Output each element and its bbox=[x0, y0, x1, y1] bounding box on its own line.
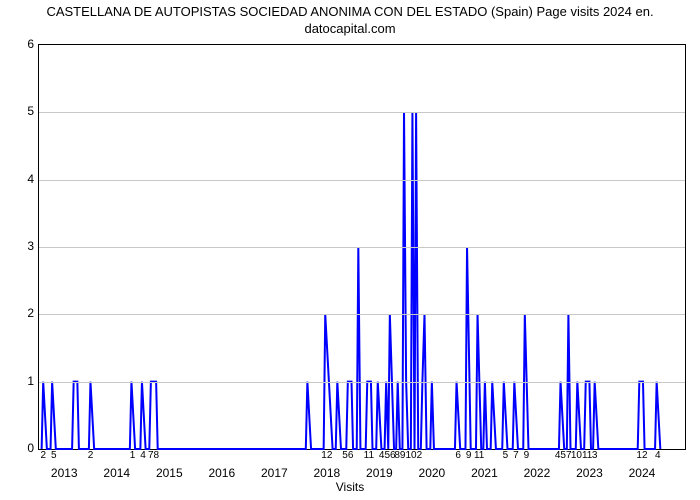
visits-series bbox=[42, 112, 661, 449]
y-tick-label: 2 bbox=[6, 306, 34, 320]
y-tick-label: 5 bbox=[6, 104, 34, 118]
x-year-label: 2016 bbox=[208, 466, 235, 480]
x-year-label: 2014 bbox=[103, 466, 130, 480]
y-tick-label: 0 bbox=[6, 441, 34, 455]
x-minor-label: 7 bbox=[513, 450, 519, 461]
y-tick-label: 1 bbox=[6, 374, 34, 388]
chart-title: CASTELLANA DE AUTOPISTAS SOCIEDAD ANONIM… bbox=[0, 4, 700, 38]
x-year-label: 2020 bbox=[419, 466, 446, 480]
x-minor-label: 9 bbox=[466, 450, 472, 461]
grid-line bbox=[39, 382, 685, 383]
grid-line bbox=[39, 247, 685, 248]
x-minor-label: 3 bbox=[592, 450, 598, 461]
x-minor-label: 11 bbox=[364, 450, 374, 461]
x-year-label: 2018 bbox=[314, 466, 341, 480]
x-minor-label: 11 bbox=[474, 450, 484, 461]
x-minor-label: 56 bbox=[342, 450, 353, 461]
x-axis-title: Visits bbox=[0, 480, 700, 494]
chart-container: CASTELLANA DE AUTOPISTAS SOCIEDAD ANONIM… bbox=[0, 0, 700, 500]
x-minor-label: 2 bbox=[88, 450, 94, 461]
x-minor-label: 457 bbox=[555, 450, 572, 461]
title-line-2: datocapital.com bbox=[304, 21, 395, 36]
x-minor-label: 5 bbox=[51, 450, 57, 461]
plot-area bbox=[38, 44, 686, 450]
x-year-label: 2021 bbox=[471, 466, 498, 480]
x-minor-label: 456 bbox=[379, 450, 396, 461]
x-year-label: 2019 bbox=[366, 466, 393, 480]
x-year-label: 2017 bbox=[261, 466, 288, 480]
x-minor-label: 4 bbox=[655, 450, 661, 461]
x-minor-label: 9 bbox=[524, 450, 530, 461]
x-minor-label: 6 bbox=[455, 450, 461, 461]
x-minor-label: 78 bbox=[148, 450, 159, 461]
grid-line bbox=[39, 314, 685, 315]
x-minor-label: 1 bbox=[130, 450, 136, 461]
x-minor-label: 4 bbox=[140, 450, 146, 461]
grid-line bbox=[39, 180, 685, 181]
grid-line bbox=[39, 112, 685, 113]
x-year-label: 2024 bbox=[629, 466, 656, 480]
x-minor-label: 2 bbox=[40, 450, 46, 461]
x-minor-label: 89102 bbox=[394, 450, 422, 461]
x-minor-label: 12 bbox=[636, 450, 647, 461]
title-line-1: CASTELLANA DE AUTOPISTAS SOCIEDAD ANONIM… bbox=[46, 4, 653, 19]
x-minor-label: 1011 bbox=[571, 450, 593, 461]
x-year-label: 2022 bbox=[524, 466, 551, 480]
x-minor-label: 5 bbox=[503, 450, 509, 461]
y-tick-label: 4 bbox=[6, 172, 34, 186]
x-year-label: 2015 bbox=[156, 466, 183, 480]
x-year-label: 2013 bbox=[51, 466, 78, 480]
x-minor-label: 12 bbox=[321, 450, 332, 461]
y-tick-label: 6 bbox=[6, 37, 34, 51]
x-year-label: 2023 bbox=[576, 466, 603, 480]
y-tick-label: 3 bbox=[6, 239, 34, 253]
